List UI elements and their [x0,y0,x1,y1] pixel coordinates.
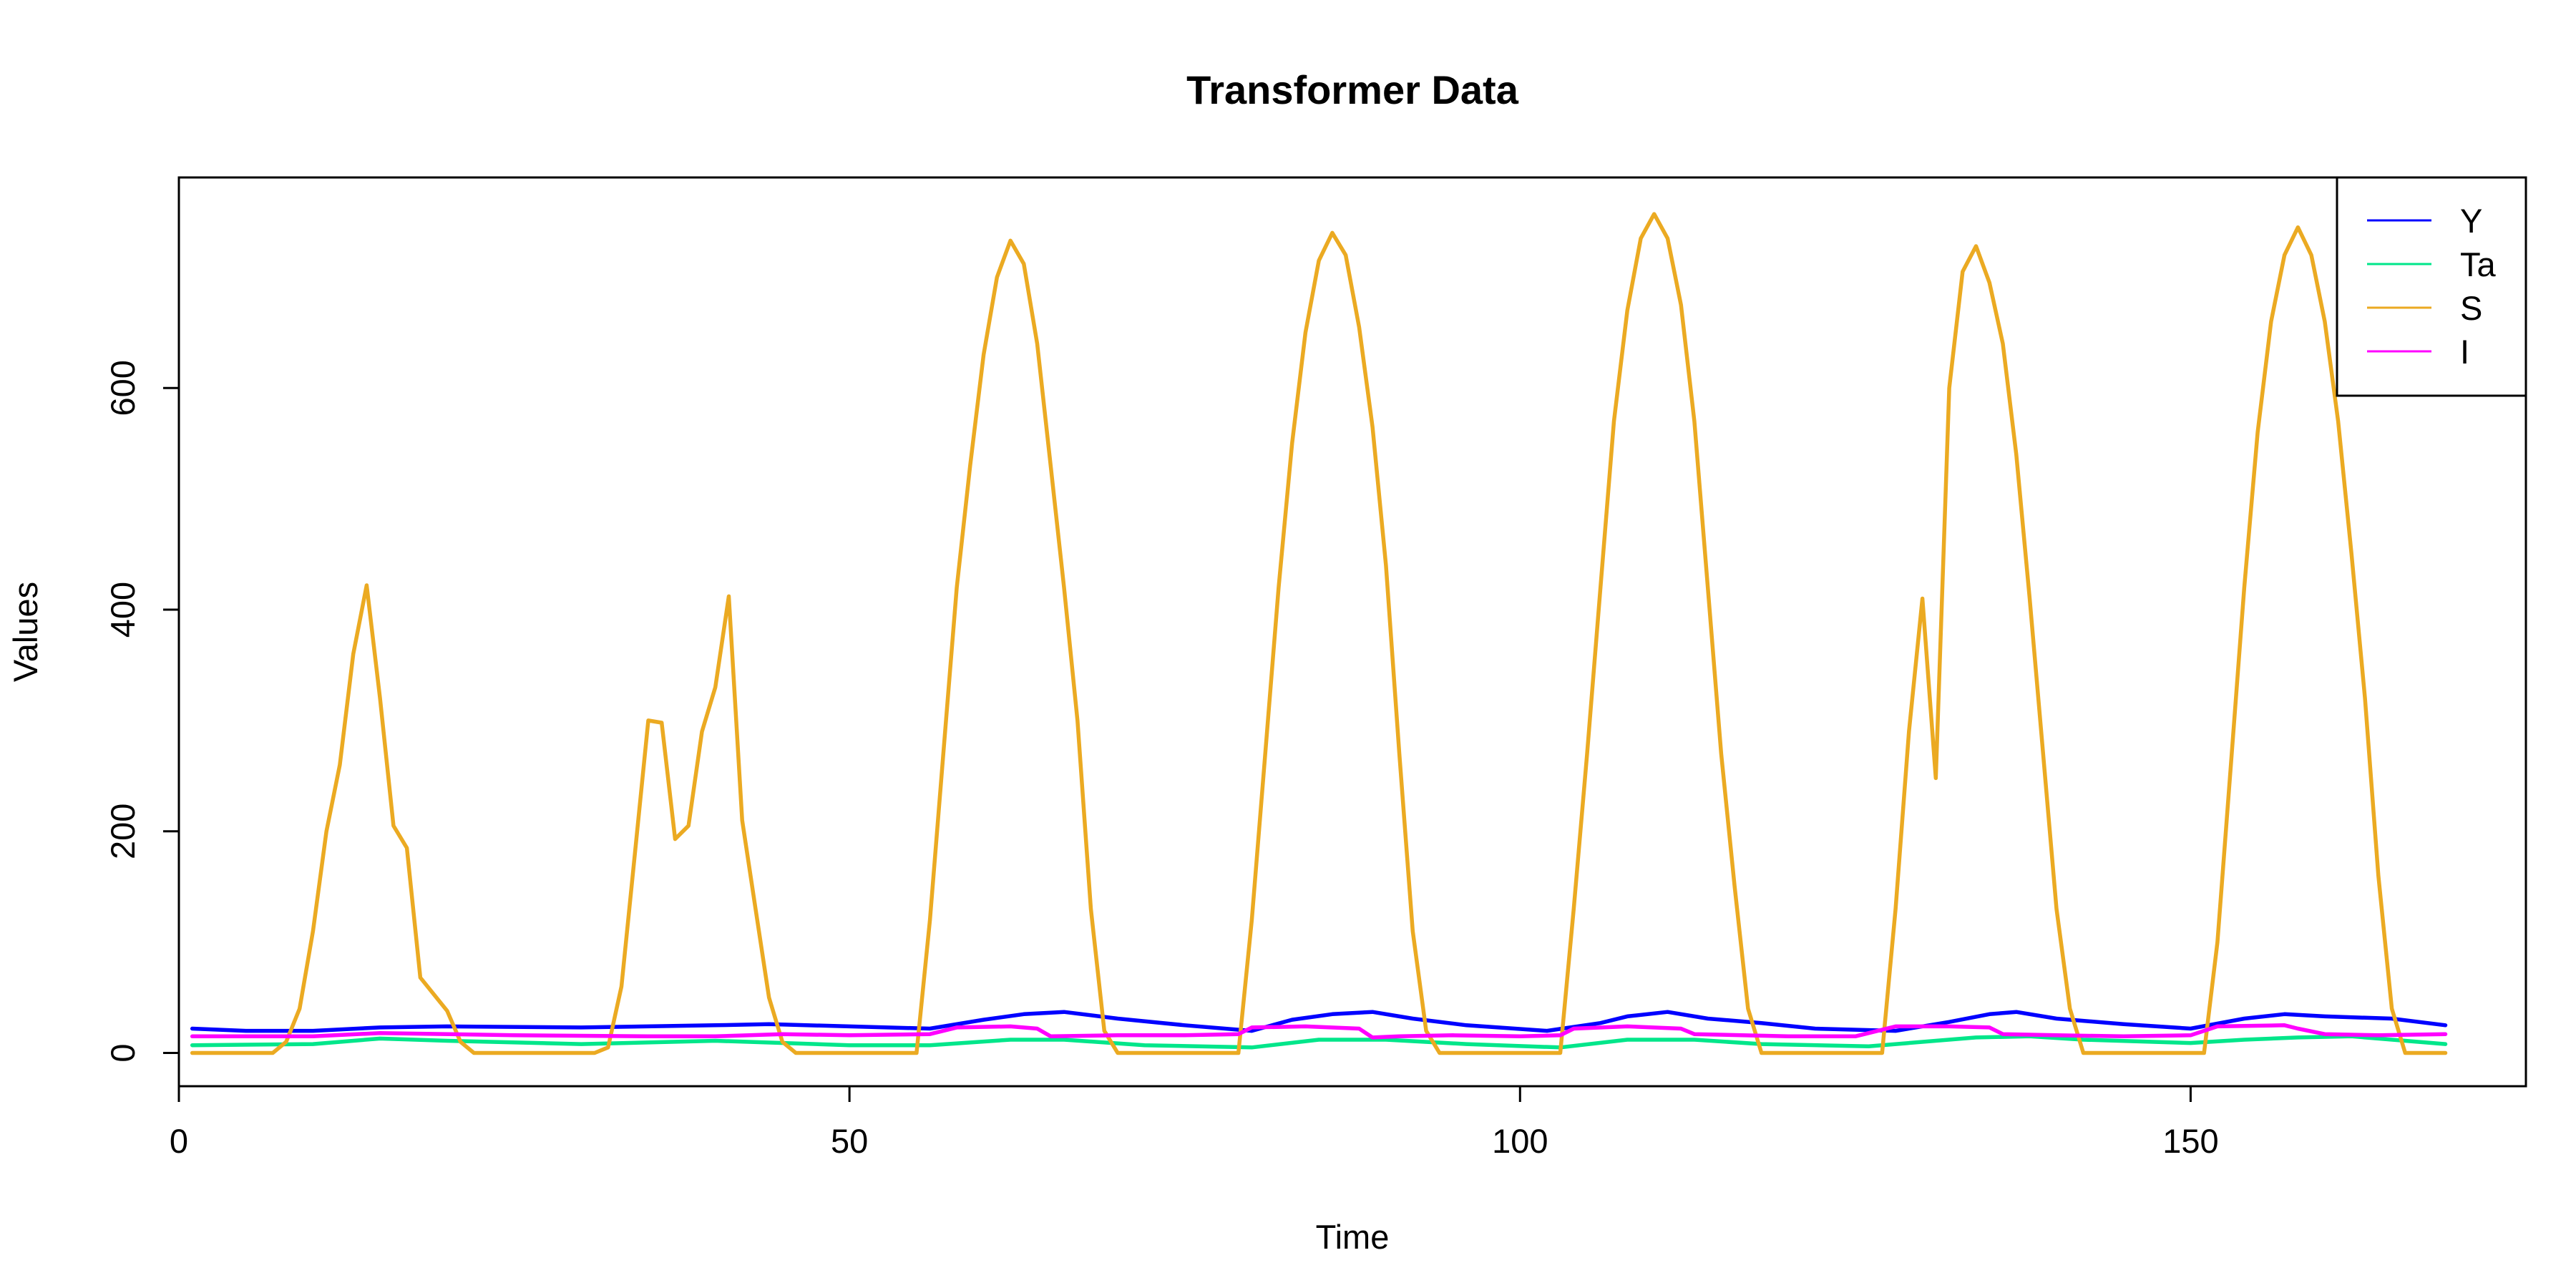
legend-label-y: Y [2460,202,2482,240]
legend-label-i: I [2460,333,2469,371]
y-tick-label: 400 [104,582,142,638]
legend-label-ta: Ta [2460,245,2497,283]
legend-box [2336,176,2527,397]
legend-label-s: S [2460,289,2482,327]
y-tick-label: 0 [104,1043,142,1062]
series-line-i [190,1023,2448,1040]
series-layer [190,212,2448,1055]
x-tick-label: 100 [1492,1122,1548,1160]
x-tick-label: 150 [2162,1122,2218,1160]
x-axis: 0 50 100 150 [170,1085,2219,1160]
x-tick-label: 50 [831,1122,868,1160]
chart-title: Transformer Data [1186,67,1519,112]
y-axis-label: Values [6,582,44,682]
y-tick-label: 600 [104,360,142,416]
series-line-ta [190,1034,2448,1050]
y-tick-label: 200 [104,804,142,859]
x-tick-label: 0 [170,1122,188,1160]
y-axis: 0 200 400 600 [104,360,180,1063]
series-line-s [190,212,2448,1055]
series-line-y [190,1010,2448,1033]
x-axis-label: Time [1316,1218,1390,1256]
plot-frame [177,176,2527,1088]
legend: Y Ta SI [2336,176,2527,397]
